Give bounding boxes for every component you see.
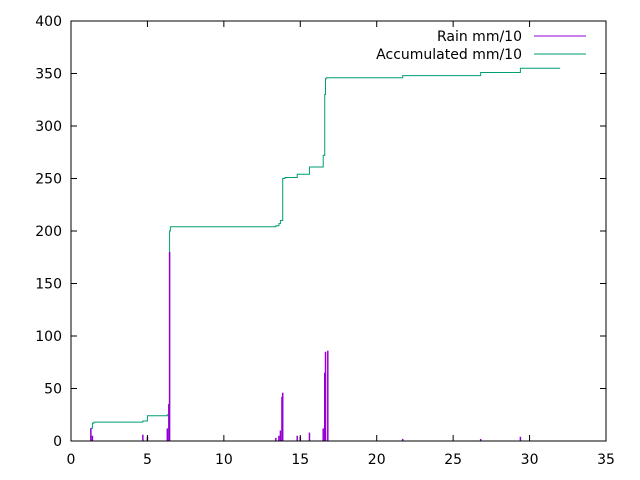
x-tick-label: 20 xyxy=(368,452,386,468)
y-tick-label: 250 xyxy=(35,172,62,188)
x-tick-label: 5 xyxy=(143,452,152,468)
x-tick-label: 30 xyxy=(521,452,539,468)
legend-label-rain: Rain mm/10 xyxy=(437,29,522,45)
y-tick-label: 300 xyxy=(35,119,62,135)
legend-label-accumulated: Accumulated mm/10 xyxy=(376,47,522,63)
x-tick-label: 0 xyxy=(67,452,76,468)
y-tick-label: 50 xyxy=(44,382,62,398)
x-tick-label: 15 xyxy=(291,452,309,468)
y-tick-label: 0 xyxy=(53,434,62,450)
y-tick-label: 150 xyxy=(35,277,62,293)
y-tick-label: 100 xyxy=(35,329,62,345)
y-tick-label: 350 xyxy=(35,67,62,83)
accumulated-series-line xyxy=(78,67,561,442)
x-tick-label: 10 xyxy=(215,452,233,468)
y-tick-label: 400 xyxy=(35,14,62,30)
y-tick-label: 200 xyxy=(35,224,62,240)
plot-border xyxy=(70,20,607,442)
x-tick-label: 35 xyxy=(597,452,615,468)
legend: Rain mm/10 Accumulated mm/10 xyxy=(376,29,586,63)
x-tick-label: 25 xyxy=(444,452,462,468)
